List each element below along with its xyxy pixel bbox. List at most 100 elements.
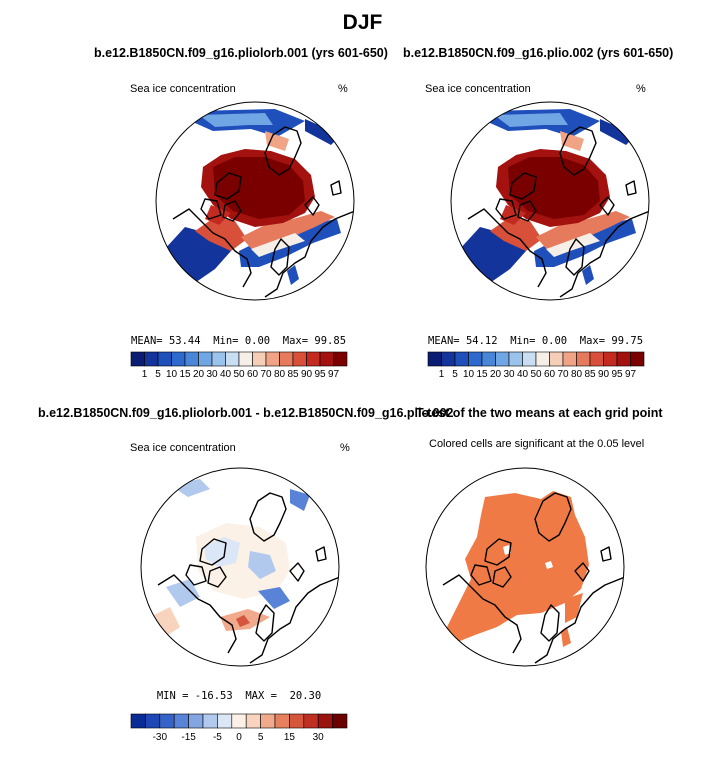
coastline — [565, 238, 585, 276]
panel3-units-label: % — [340, 442, 350, 454]
panel1-colorbar-tick-label: 95 — [314, 369, 326, 380]
panel2-colorbar-tick-label: 10 — [463, 369, 475, 380]
panel2-colorbar-tick-label: 50 — [530, 369, 542, 380]
coastline — [600, 546, 612, 562]
panel4-gap — [545, 561, 553, 569]
panel2-colorbar-tick-label: 15 — [476, 369, 488, 380]
panel3-colorbar-tick-label: -15 — [181, 732, 196, 743]
panel2-min-value: 0.00 — [541, 335, 568, 347]
panel1-ice-baffin — [265, 131, 289, 151]
panel2-colorbar-box — [576, 351, 591, 367]
coastline — [207, 566, 227, 588]
coastline — [467, 208, 547, 288]
panel2-colorbar-tick-label: 97 — [625, 369, 637, 380]
coastline — [214, 172, 242, 200]
panel2-ice-baltic — [582, 265, 594, 285]
panel1-title: b.e12.B1850CN.f09_g16.pliolorb.001 (yrs … — [94, 46, 388, 60]
panel2-colorbar-tick-label: 60 — [544, 369, 556, 380]
panel3-colorbar-tick-label: -30 — [153, 732, 168, 743]
panel1-colorbar-tick-label: 80 — [274, 369, 286, 380]
coastline — [534, 492, 572, 542]
panel2-min-label: Min= — [510, 335, 536, 347]
coastline — [199, 538, 227, 566]
panel1-colorbar-box — [144, 351, 159, 367]
panel1-max-label: Max= — [282, 335, 309, 347]
panel1-colorbar-tick-label: 40 — [220, 369, 232, 380]
panel2-colorbar-tick-label: 40 — [517, 369, 529, 380]
coastline — [270, 238, 290, 276]
panel3-colorbar-tick-label: -5 — [213, 732, 222, 743]
panel2-ice-margin-north-light — [494, 113, 568, 127]
panel3-colorbar-box — [260, 713, 276, 729]
coastline — [249, 576, 339, 664]
panel1-colorbar-box — [130, 351, 145, 367]
panel2-mean-value: 54.12 — [465, 335, 498, 347]
panel2-colorbar-box — [535, 351, 550, 367]
panel3-diff-blue-patch — [204, 537, 240, 567]
panel1-colorbar-tick-label: 90 — [301, 369, 313, 380]
coastline — [517, 200, 537, 222]
panel4-subtitle: Colored cells are significant at the 0.0… — [429, 438, 645, 450]
panel3-colorbar-box — [332, 713, 348, 729]
panel3-colorbar-tick-label: 5 — [258, 732, 264, 743]
panel1-colorbar-tick-label: 10 — [166, 369, 178, 380]
panel4-significant-region — [561, 627, 571, 647]
coastline — [222, 200, 242, 222]
panel1-ice-baltic — [287, 265, 299, 285]
coastline — [534, 576, 624, 664]
panel2-colorbar-tick-label: 30 — [503, 369, 515, 380]
coastline — [599, 196, 615, 216]
panel3-title: b.e12.B1850CN.f09_g16.pliolorb.001 - b.e… — [38, 406, 454, 420]
panel3-stats: MIN = -16.53 MAX = 20.30 — [156, 690, 322, 702]
coastline — [484, 538, 512, 566]
panel1-ice-hudson — [205, 205, 231, 225]
panel1-colorbar-tick-label: 70 — [260, 369, 272, 380]
panel1-max-value: 99.85 — [314, 335, 347, 347]
panel1-colorbar-box — [265, 351, 280, 367]
panel2-colorbar-box — [468, 351, 483, 367]
panel3-colorbar-tick-label: 0 — [236, 732, 242, 743]
panel1-ice-margin-north-light — [199, 113, 273, 127]
panel1-polar-map — [155, 101, 355, 301]
panel1-colorbar-tick-label: 15 — [179, 369, 191, 380]
panel1-mean-value: 53.44 — [168, 335, 201, 347]
panel3-colorbar-box — [145, 713, 161, 729]
panel2-colorbar-box — [630, 351, 645, 367]
panel1-colorbar-tick-label: 20 — [193, 369, 205, 380]
panel3-diff-red-max — [236, 615, 250, 627]
panel3-colorbar-box — [188, 713, 204, 729]
panel1-colorbar-tick-label: 5 — [155, 369, 161, 380]
panel2-polar-map — [450, 101, 650, 301]
panel3-colorbar: -30 -15 -5 0 5 15 30 — [130, 713, 348, 743]
coastline — [315, 546, 327, 562]
panel2-ice-red-south — [536, 211, 630, 253]
panel1-colorbar-box — [252, 351, 267, 367]
coastline — [540, 604, 560, 642]
coastline — [304, 196, 320, 216]
panel3-diff-west-blue — [166, 579, 200, 607]
panel2-colorbar-tick-label: 90 — [598, 369, 610, 380]
panel2-colorbar-box — [495, 351, 510, 367]
coastline — [264, 210, 354, 298]
coastline — [442, 574, 522, 654]
panel3-diff-west-red — [150, 607, 180, 639]
panel2-ice-hudson — [500, 205, 526, 225]
panel2-colorbar-box — [616, 351, 631, 367]
panel1-units-label: % — [338, 83, 348, 95]
panel1-colorbar-tick-label: 97 — [328, 369, 340, 380]
panel1-colorbar-box — [225, 351, 240, 367]
panel3-diff-northeast-blue — [290, 489, 310, 511]
panel1-colorbar-tick-label: 30 — [206, 369, 218, 380]
panel2-variable-label: Sea ice concentration — [425, 83, 531, 95]
coastline — [255, 604, 275, 642]
coastline — [492, 566, 512, 588]
panel2-colorbar-tick-label: 85 — [584, 369, 596, 380]
panel2-units-label: % — [636, 83, 646, 95]
panel3-colorbar-box — [289, 713, 305, 729]
panel1-colorbar-box — [319, 351, 334, 367]
panel2-colorbar-tick-label: 1 — [439, 369, 445, 380]
panel3-diff-blue-patch — [248, 551, 276, 579]
coastline — [172, 208, 252, 288]
panel2-colorbar-box — [508, 351, 523, 367]
panel3-colorbar-box — [274, 713, 290, 729]
